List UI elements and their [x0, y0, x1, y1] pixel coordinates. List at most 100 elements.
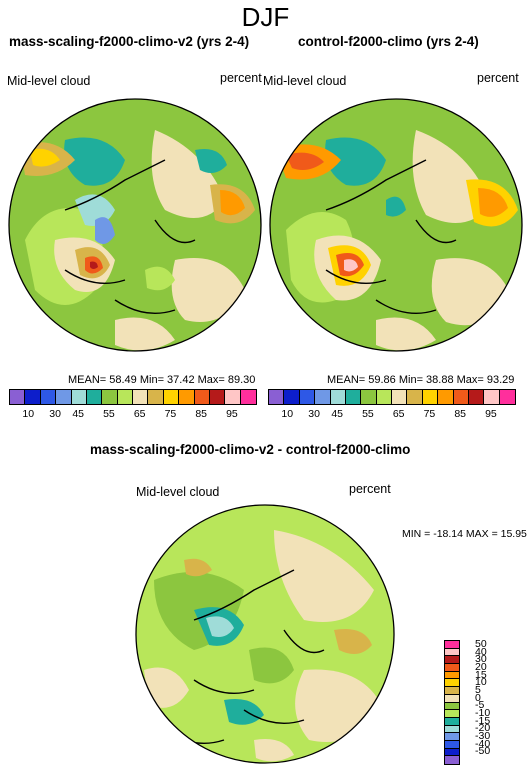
colorbar-swatch: [56, 390, 72, 404]
colorbar-swatch: [445, 648, 459, 657]
colorbar-swatch: [269, 390, 285, 404]
colorbar-tick-label: 30: [49, 408, 61, 420]
colorbar-swatch: [330, 390, 346, 404]
colorbar-tick-label: -20: [475, 722, 491, 735]
colorbar-swatch: [445, 702, 459, 711]
colorbar-tick-label: -10: [475, 707, 491, 720]
colorbar-swatch: [179, 390, 195, 404]
left-panel-title: mass-scaling-f2000-climo-v2 (yrs 2-4): [9, 34, 250, 49]
left-colorbar-ticks: 10 30 45 55 65 75 85 95: [9, 408, 255, 422]
colorbar-swatch: [102, 390, 118, 404]
colorbar-tick-label: 65: [392, 408, 405, 420]
colorbar-swatch: [299, 390, 316, 404]
colorbar-swatch: [376, 390, 392, 404]
colorbar-swatch: [468, 390, 485, 404]
diff-units-label: percent: [349, 482, 391, 496]
colorbar-tick-label: 75: [423, 408, 436, 420]
colorbar-swatch: [445, 748, 459, 757]
right-polar-map: [269, 98, 523, 352]
colorbar-tick-label: 55: [362, 408, 374, 420]
colorbar-swatch: [225, 390, 241, 404]
colorbar-tick-label: 0: [475, 691, 481, 704]
right-var-label: Mid-level cloud: [263, 74, 347, 88]
colorbar-tick-label: -50: [475, 745, 491, 758]
colorbar-swatch: [240, 390, 256, 404]
colorbar-swatch: [71, 390, 87, 404]
colorbar-tick-label: 50: [475, 637, 487, 650]
colorbar-tick-label: 10: [22, 408, 35, 420]
colorbar-swatch: [407, 390, 423, 404]
colorbar-swatch: [445, 687, 459, 695]
diff-panel-title: mass-scaling-f2000-climo-v2 - control-f2…: [90, 442, 411, 457]
colorbar-swatch: [445, 656, 459, 665]
colorbar-tick-label: 40: [475, 645, 487, 658]
colorbar-tick-label: 65: [133, 408, 146, 420]
colorbar-tick-label: 45: [72, 408, 85, 420]
colorbar-tick-label: -40: [475, 737, 491, 750]
colorbar-swatch: [445, 740, 459, 749]
colorbar-swatch: [163, 390, 180, 404]
colorbar-swatch: [86, 390, 103, 404]
colorbar-swatch: [117, 390, 133, 404]
colorbar-swatch: [445, 717, 459, 726]
colorbar-swatch: [315, 390, 331, 404]
colorbar-tick-label: 30: [308, 408, 320, 420]
left-stats: MEAN= 58.49 Min= 37.42 Max= 89.30: [68, 374, 256, 386]
colorbar-swatch: [445, 664, 459, 672]
right-panel-title: control-f2000-climo (yrs 2-4): [298, 34, 479, 49]
colorbar-swatch: [453, 390, 469, 404]
colorbar-tick-label: -15: [475, 714, 491, 727]
colorbar-swatch: [133, 390, 149, 404]
figure-title: DJF: [241, 2, 290, 32]
colorbar-swatch: [148, 390, 164, 404]
left-var-label: Mid-level cloud: [7, 74, 91, 88]
colorbar-tick-label: 85: [454, 408, 467, 420]
colorbar-swatch: [10, 390, 26, 404]
colorbar-swatch: [445, 710, 459, 718]
colorbar-swatch: [345, 390, 362, 404]
colorbar-tick-label: 10: [475, 676, 487, 689]
left-units-label: percent: [220, 71, 262, 85]
right-colorbar: [268, 389, 516, 405]
colorbar-tick-label: 5: [475, 683, 481, 696]
colorbar-swatch: [284, 390, 300, 404]
colorbar-swatch: [445, 641, 459, 649]
colorbar-swatch: [445, 756, 459, 764]
right-colorbar-ticks: 10 30 45 55 65 75 85 95: [268, 408, 514, 422]
colorbar-tick-label: 75: [164, 408, 177, 420]
colorbar-tick-label: 20: [475, 660, 487, 673]
left-polar-map: [8, 98, 262, 352]
right-stats: MEAN= 59.86 Min= 38.88 Max= 93.29: [327, 374, 515, 386]
diff-polar-map: [135, 504, 395, 764]
colorbar-swatch: [484, 390, 500, 404]
colorbar-swatch: [392, 390, 408, 404]
colorbar-swatch: [445, 694, 459, 703]
colorbar-swatch: [499, 390, 515, 404]
colorbar-swatch: [25, 390, 41, 404]
colorbar-swatch: [438, 390, 454, 404]
diff-min-max: MIN = -18.14 MAX = 15.95: [402, 528, 527, 540]
colorbar-tick-label: 45: [331, 408, 344, 420]
colorbar-swatch: [445, 679, 459, 688]
colorbar-tick-label: -5: [475, 699, 485, 712]
colorbar-tick-label: 55: [103, 408, 115, 420]
colorbar-swatch: [445, 725, 459, 734]
diff-colorbar: [444, 640, 460, 765]
colorbar-swatch: [422, 390, 439, 404]
right-units-label: percent: [477, 71, 519, 85]
colorbar-swatch: [361, 390, 377, 404]
colorbar-swatch: [445, 671, 459, 680]
left-colorbar: [9, 389, 257, 405]
colorbar-tick-label: 85: [195, 408, 208, 420]
colorbar-tick-label: 30: [475, 653, 487, 666]
colorbar-tick-label: 15: [475, 668, 487, 681]
colorbar-swatch: [40, 390, 57, 404]
colorbar-tick-label: 95: [485, 408, 497, 420]
colorbar-tick-label: 10: [281, 408, 294, 420]
colorbar-swatch: [445, 733, 459, 741]
diff-var-label: Mid-level cloud: [136, 485, 220, 499]
colorbar-tick-label: 95: [226, 408, 238, 420]
colorbar-tick-label: -30: [475, 730, 491, 743]
colorbar-swatch: [209, 390, 226, 404]
colorbar-swatch: [194, 390, 210, 404]
